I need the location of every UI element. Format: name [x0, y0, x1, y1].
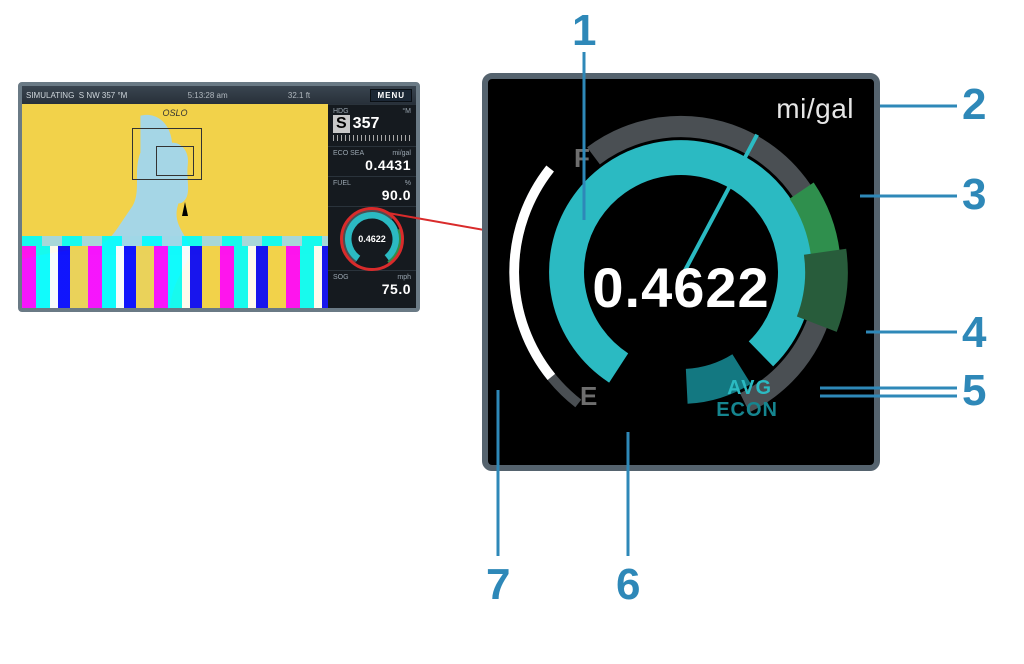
hdg-scale — [333, 135, 411, 141]
sog-label: SOG — [333, 274, 349, 281]
chart-glitch-band — [22, 246, 328, 308]
eco-value: 0.4431 — [333, 157, 411, 173]
chartplotter-thumbnail: SIMULATING S NW 357 °M 5:13:28 am 32.1 f… — [18, 82, 420, 312]
fuel-value: 90.0 — [333, 187, 411, 203]
chart-zoom-box-inner — [156, 146, 194, 176]
mini-gauge-value: 0.4622 — [358, 234, 386, 244]
hdg-dir: S — [333, 115, 350, 133]
mini-status: SIMULATING S NW 357 °M — [26, 91, 127, 100]
mini-tab: SIMULATING — [26, 91, 74, 100]
gauge-value: 0.4622 — [488, 255, 874, 320]
fuel-economy-gauge-enlarged: mi/gal F E 0.4622 AVG ECON — [482, 73, 880, 471]
data-panel: HDG °M S357 ECO SEA mi/gal 0.4431 FUEL% 90… — [328, 104, 416, 308]
mini-hdg-tag: S NW 357 °M — [79, 91, 128, 100]
panel-fuel: FUEL% 90.0 — [328, 176, 416, 206]
eco-label: ECO SEA — [333, 150, 364, 157]
hdg-unit: °M — [402, 108, 411, 115]
callout-2: 2 — [962, 80, 986, 130]
hdg-value: 357 — [353, 115, 380, 132]
callout-4: 4 — [962, 308, 986, 358]
callout-7: 7 — [486, 560, 510, 610]
callout-1: 1 — [572, 6, 596, 56]
econ-label: ECON — [716, 399, 778, 422]
eco-unit: mi/gal — [392, 150, 411, 157]
panel-eco: ECO SEA mi/gal 0.4431 — [328, 146, 416, 176]
panel-hdg: HDG °M S357 — [328, 104, 416, 146]
menu-button[interactable]: MENU — [370, 89, 412, 102]
sog-unit: mph — [397, 274, 411, 281]
callout-6: 6 — [616, 560, 640, 610]
hdg-label: HDG — [333, 108, 349, 115]
mini-time: 5:13:28 am — [188, 91, 228, 100]
mini-header: SIMULATING S NW 357 °M 5:13:28 am 32.1 f… — [22, 86, 416, 104]
panel-sog: SOG mph 75.0 — [328, 270, 416, 300]
callout-3: 3 — [962, 170, 986, 220]
fuel-label: FUEL — [333, 180, 351, 187]
fuel-unit: % — [405, 180, 411, 187]
nautical-chart[interactable]: OSLO — [22, 104, 328, 308]
avg-label: AVG — [727, 377, 772, 400]
sog-value: 75.0 — [333, 281, 411, 297]
mini-range: 32.1 ft — [288, 91, 310, 100]
callout-5: 5 — [962, 366, 986, 416]
